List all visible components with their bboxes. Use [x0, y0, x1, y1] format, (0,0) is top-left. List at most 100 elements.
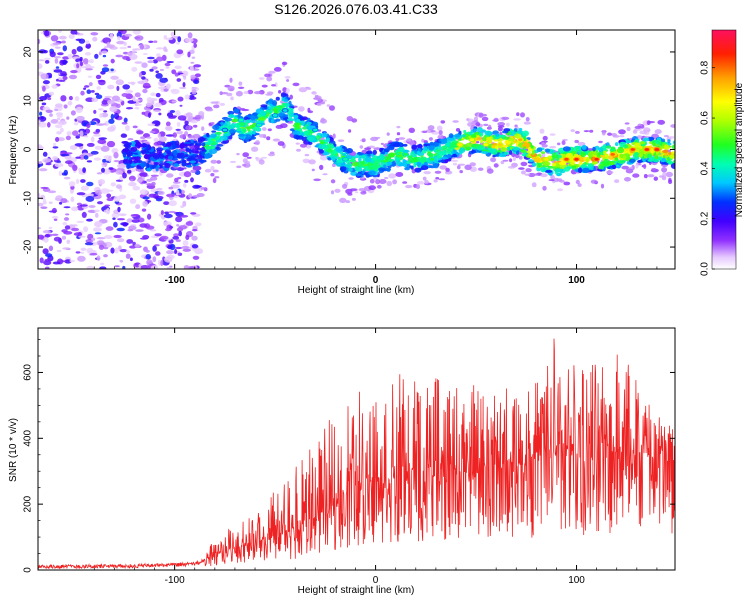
spectral-ridge-blob [587, 163, 593, 167]
noise-blob [56, 249, 62, 253]
noise-blob [111, 95, 120, 102]
spectral-haze-blob [549, 145, 557, 149]
noise-blob [79, 130, 84, 137]
noise-blob [75, 178, 80, 184]
spectral-haze-blob [531, 173, 539, 176]
spectral-ridge-blob [670, 163, 675, 169]
spectral-ridge-blob [570, 160, 576, 166]
noise-blob [166, 250, 174, 255]
noise-blob [184, 179, 189, 183]
spectral-haze-blob [469, 126, 474, 131]
noise-blob [190, 96, 197, 100]
spectral-ridge-blob [354, 154, 360, 159]
noise-blob [101, 67, 110, 73]
spectrogram-y-tick-label: -20 [23, 239, 34, 254]
spectral-ridge-blob [239, 121, 245, 127]
noise-blob [159, 235, 169, 240]
noise-blob [165, 228, 171, 232]
noise-blob [108, 118, 115, 124]
noise-blob [87, 75, 93, 78]
noise-blob [105, 226, 114, 231]
noise-blob [187, 51, 191, 58]
spectral-haze-blob [658, 175, 665, 178]
noise-blob [110, 182, 117, 187]
spectral-ridge-blob [191, 148, 199, 154]
spectral-haze-blob [514, 153, 520, 159]
noise-blob [44, 30, 50, 37]
spectral-haze-blob [621, 165, 629, 170]
spectral-haze-blob [268, 153, 275, 157]
noise-blob [60, 198, 68, 204]
spectral-ridge-blob [571, 165, 576, 170]
noise-blob [62, 75, 68, 81]
noise-blob [84, 52, 91, 56]
noise-blob [102, 158, 107, 163]
noise-blob [108, 44, 116, 48]
spectral-haze-blob [268, 70, 276, 74]
spectral-ridge-blob [296, 123, 301, 129]
spectral-haze-blob [402, 181, 408, 184]
spectral-peak [518, 138, 523, 142]
spectral-haze-blob [406, 138, 411, 142]
spectral-haze-blob [643, 127, 650, 131]
noise-blob [178, 225, 188, 230]
spectral-ridge-blob [513, 128, 518, 133]
spectral-ridge-blob [251, 130, 256, 135]
spectral-haze-blob [464, 164, 472, 171]
noise-blob [43, 237, 49, 243]
noise-blob [99, 266, 107, 269]
noise-blob [93, 134, 101, 137]
spectral-haze-blob [632, 173, 640, 178]
noise-blob [187, 266, 196, 269]
spectral-haze-blob [518, 167, 525, 170]
noise-blob [131, 49, 136, 55]
spectral-ridge-blob [176, 152, 185, 156]
noise-blob [147, 213, 152, 220]
noise-blob [75, 58, 83, 63]
spectral-haze-blob [518, 155, 523, 160]
spectral-ridge-blob [417, 156, 421, 162]
spectral-haze-blob [455, 127, 461, 132]
spectral-haze-blob [459, 170, 464, 174]
spectral-haze-blob [258, 159, 265, 165]
spectral-haze-blob [643, 163, 647, 170]
spectral-haze-blob [261, 127, 267, 131]
spectral-ridge-blob [409, 165, 414, 169]
noise-blob [114, 247, 119, 254]
spectral-haze-blob [354, 191, 359, 194]
spectral-haze-blob [653, 176, 658, 181]
spectral-ridge-blob [578, 161, 583, 165]
noise-blob [178, 230, 182, 237]
spectral-haze-blob [196, 114, 201, 119]
noise-blob [155, 70, 159, 74]
spectral-haze-blob [380, 142, 384, 145]
noise-blob [129, 179, 134, 182]
noise-blob [42, 187, 51, 192]
noise-blob [139, 189, 148, 196]
spectral-haze-blob [639, 130, 648, 135]
noise-blob [84, 128, 91, 134]
spectral-ridge-blob [207, 138, 214, 144]
spectral-haze-blob [358, 188, 366, 192]
spectral-ridge-blob [183, 143, 188, 148]
spectral-ridge-blob [211, 130, 217, 133]
spectral-haze-blob [176, 130, 183, 135]
noise-blob [86, 89, 92, 94]
noise-blob [96, 237, 106, 240]
noise-blob [171, 69, 177, 75]
noise-blob [174, 249, 178, 254]
spectral-peak [630, 148, 635, 151]
spectral-ridge-blob [602, 161, 610, 167]
spectral-haze-blob [198, 111, 205, 117]
spectral-ridge-blob [329, 137, 334, 142]
spectral-haze-blob [166, 173, 174, 178]
noise-blob [193, 79, 200, 84]
noise-blob [166, 266, 171, 269]
spectral-haze-blob [242, 163, 247, 167]
noise-blob [103, 235, 113, 239]
noise-blob [90, 90, 95, 93]
spectral-haze-blob [307, 107, 311, 113]
spectral-ridge-blob [139, 143, 148, 148]
spectral-haze-blob [428, 137, 433, 141]
